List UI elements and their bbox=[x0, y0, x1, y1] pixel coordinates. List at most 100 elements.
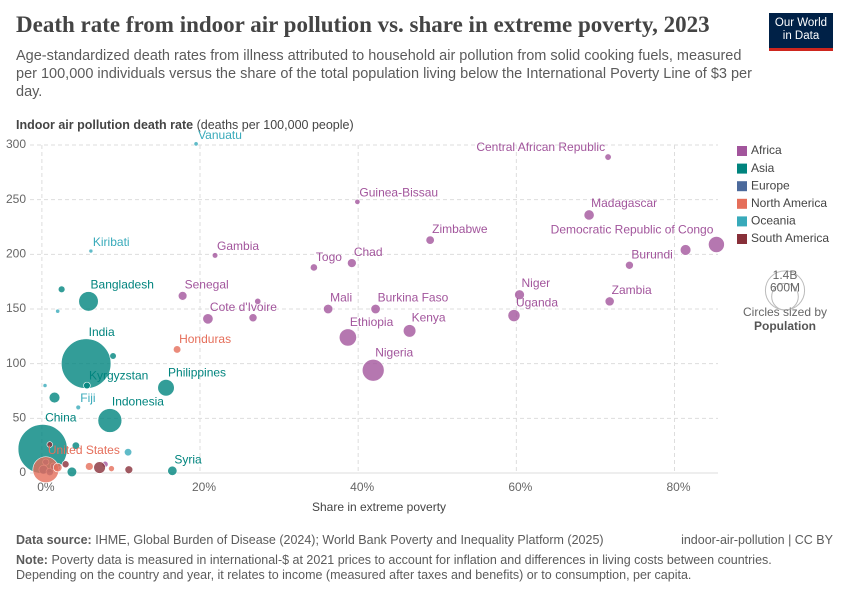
title: Death rate from indoor air pollution vs.… bbox=[16, 12, 710, 37]
point-label: Zambia bbox=[612, 283, 652, 297]
point-label: Kiribati bbox=[93, 235, 130, 249]
point bbox=[109, 352, 117, 360]
point bbox=[202, 313, 214, 325]
x-tick-label: 20% bbox=[192, 480, 216, 494]
point bbox=[55, 308, 61, 314]
size-legend-variable: Population bbox=[754, 319, 816, 333]
point-label: Chad bbox=[354, 245, 383, 259]
legend-label: Asia bbox=[751, 161, 775, 175]
point bbox=[338, 328, 357, 347]
point bbox=[507, 309, 521, 322]
legend-swatch bbox=[737, 216, 747, 227]
logo-text: Our World bbox=[774, 17, 828, 29]
point bbox=[604, 153, 612, 161]
point bbox=[425, 235, 435, 245]
source-label: Data source: bbox=[16, 533, 92, 547]
point bbox=[78, 291, 99, 312]
point-label: Kyrgyzstan bbox=[89, 368, 148, 382]
point bbox=[347, 258, 357, 268]
point bbox=[42, 383, 48, 388]
size-legend-label: 1.4B bbox=[773, 268, 798, 282]
point-label: India bbox=[89, 325, 115, 339]
point bbox=[625, 260, 634, 270]
point bbox=[46, 441, 53, 448]
point-labels: Central African Republic Guinea-Bissau Mad… bbox=[45, 128, 714, 466]
point-label: Syria bbox=[174, 452, 202, 466]
point-label: Indonesia bbox=[112, 395, 164, 409]
point-label: Fiji bbox=[80, 391, 95, 405]
point bbox=[177, 291, 188, 301]
point bbox=[167, 465, 178, 476]
logo-text: in Data bbox=[782, 30, 820, 42]
legend-label: Europe bbox=[751, 178, 790, 192]
point-label: Ethiopia bbox=[350, 315, 394, 329]
points bbox=[17, 141, 725, 483]
point bbox=[354, 198, 361, 205]
point bbox=[83, 381, 91, 390]
y-tick-label: 50 bbox=[13, 411, 27, 425]
point-label: Zimbabwe bbox=[432, 222, 488, 236]
y-axis-title: Indoor air pollution death rate bbox=[16, 118, 194, 132]
point bbox=[85, 462, 94, 471]
point-label: Burundi bbox=[631, 247, 672, 261]
legend-swatch bbox=[737, 181, 747, 192]
point bbox=[53, 462, 63, 473]
point-label: United States bbox=[48, 443, 120, 457]
point bbox=[48, 391, 61, 404]
note-text: Poverty data is measured in internationa… bbox=[16, 553, 772, 582]
x-tick-label: 60% bbox=[508, 480, 532, 494]
point bbox=[71, 441, 80, 450]
point bbox=[61, 460, 70, 469]
size-legend-label: 600M bbox=[770, 281, 800, 295]
subtitle: Age-standardized death rates from illnes… bbox=[16, 48, 752, 100]
point bbox=[583, 209, 595, 221]
point-label: Vanuatu bbox=[198, 128, 242, 142]
point bbox=[679, 244, 692, 256]
point bbox=[88, 248, 94, 254]
point-label: Nigeria bbox=[375, 345, 413, 359]
y-tick-label: 150 bbox=[6, 301, 26, 315]
size-legend-circle bbox=[771, 282, 799, 311]
point bbox=[75, 404, 81, 411]
logo[interactable]: Our World in Data bbox=[769, 13, 833, 51]
point bbox=[248, 313, 258, 323]
point-label: Niger bbox=[522, 276, 551, 290]
point-label: Kenya bbox=[412, 311, 446, 325]
note: Note: Poverty data is measured in intern… bbox=[16, 553, 816, 583]
legend-swatch bbox=[737, 234, 747, 244]
size-legend-title: Circles sized by bbox=[743, 305, 827, 319]
point bbox=[604, 296, 615, 307]
point-label: Guinea-Bissau bbox=[359, 185, 438, 199]
legend-swatch bbox=[737, 198, 747, 209]
point-label: Central African Republic bbox=[476, 140, 605, 154]
point-label: Madagascar bbox=[591, 196, 657, 210]
note-label: Note: bbox=[16, 553, 48, 567]
point-label: Burkina Faso bbox=[378, 290, 449, 304]
point bbox=[124, 448, 133, 457]
y-tick-label: 0 bbox=[19, 465, 26, 479]
chart: 0 50 100 150 200 250 300 0% 20% 40% 60% 80% Share in… bbox=[6, 128, 829, 514]
x-tick-label: 80% bbox=[666, 480, 690, 494]
point-label: Mali bbox=[330, 290, 352, 304]
point bbox=[514, 289, 525, 301]
point bbox=[361, 358, 385, 382]
x-tick-label: 40% bbox=[350, 480, 374, 494]
legend-swatch bbox=[737, 163, 747, 174]
point-label: Philippines bbox=[168, 366, 226, 380]
point bbox=[93, 461, 106, 474]
x-axis-title: Share in extreme poverty bbox=[312, 500, 446, 514]
point bbox=[124, 465, 134, 474]
source: Data source: IHME, Global Burden of Dise… bbox=[16, 533, 604, 547]
point-label: Senegal bbox=[185, 278, 229, 292]
slug: indoor-air-pollution | CC BY bbox=[681, 533, 833, 547]
point-label: Honduras bbox=[179, 332, 231, 346]
source-text: IHME, Global Burden of Disease (2024); W… bbox=[95, 533, 604, 547]
point bbox=[66, 466, 78, 478]
point bbox=[402, 324, 417, 338]
y-tick-label: 200 bbox=[6, 247, 26, 261]
point-label: China bbox=[45, 411, 77, 425]
legend-swatch bbox=[737, 146, 747, 156]
point bbox=[309, 263, 318, 272]
y-axis-label: Indoor air pollution death rate (deaths … bbox=[16, 118, 354, 132]
